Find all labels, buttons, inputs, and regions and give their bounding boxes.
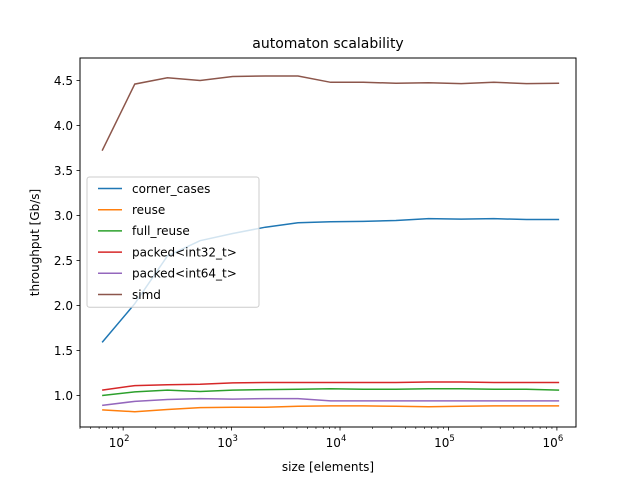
y-tick-label: 2.5 — [54, 254, 73, 268]
x-tick-label: 103 — [217, 434, 238, 450]
x-axis-label: size [elements] — [282, 460, 374, 474]
x-tick-base: 10 — [543, 436, 558, 450]
x-tick-exponent: 3 — [233, 434, 238, 444]
legend-label: packed<int32_t> — [132, 245, 237, 259]
series-line-3 — [102, 381, 560, 391]
x-tick-base: 10 — [326, 436, 341, 450]
y-tick-label: 2.0 — [54, 299, 73, 313]
plot-frame — [79, 57, 577, 428]
series-line-4 — [102, 397, 560, 407]
x-tick-base: 10 — [109, 436, 124, 450]
y-axis: 1.0 1.5 2.0 2.5 3.0 3.5 4.0 4.5 — [54, 74, 80, 403]
x-tick-exponent: 2 — [124, 434, 129, 444]
legend-label: simd — [132, 288, 161, 302]
legend-box — [86, 176, 260, 308]
y-tick-label: 4.0 — [54, 119, 73, 133]
x-tick-label: 104 — [326, 434, 347, 450]
y-tick-label: 3.5 — [54, 164, 73, 178]
x-tick-base: 10 — [434, 436, 449, 450]
series-line-2 — [102, 387, 560, 397]
y-axis-label: throughput [Gb/s] — [28, 189, 42, 296]
x-tick-base: 10 — [217, 436, 232, 450]
x-axis: 102 103 104 105 106 — [79, 427, 564, 450]
x-tick-label: 106 — [543, 434, 564, 450]
legend-label: full_reuse — [132, 224, 190, 238]
plot-lines — [101, 75, 560, 413]
y-tick-label: 1.5 — [54, 344, 73, 358]
series-line-5 — [101, 75, 560, 152]
x-tick-exponent: 5 — [449, 434, 454, 444]
y-tick-label: 3.0 — [54, 209, 73, 223]
y-tick-label: 1.0 — [54, 389, 73, 403]
x-tick-exponent: 6 — [558, 434, 563, 444]
legend-label: packed<int64_t> — [132, 267, 237, 281]
legend-label: corner_cases — [132, 182, 210, 196]
chart-title: automaton scalability — [252, 36, 403, 52]
legend-label: reuse — [132, 203, 165, 217]
x-tick-exponent: 4 — [341, 434, 346, 444]
x-tick-label: 102 — [109, 434, 130, 450]
x-tick-label: 105 — [434, 434, 455, 450]
y-tick-label: 4.5 — [54, 74, 73, 88]
series-line-1 — [102, 405, 560, 413]
